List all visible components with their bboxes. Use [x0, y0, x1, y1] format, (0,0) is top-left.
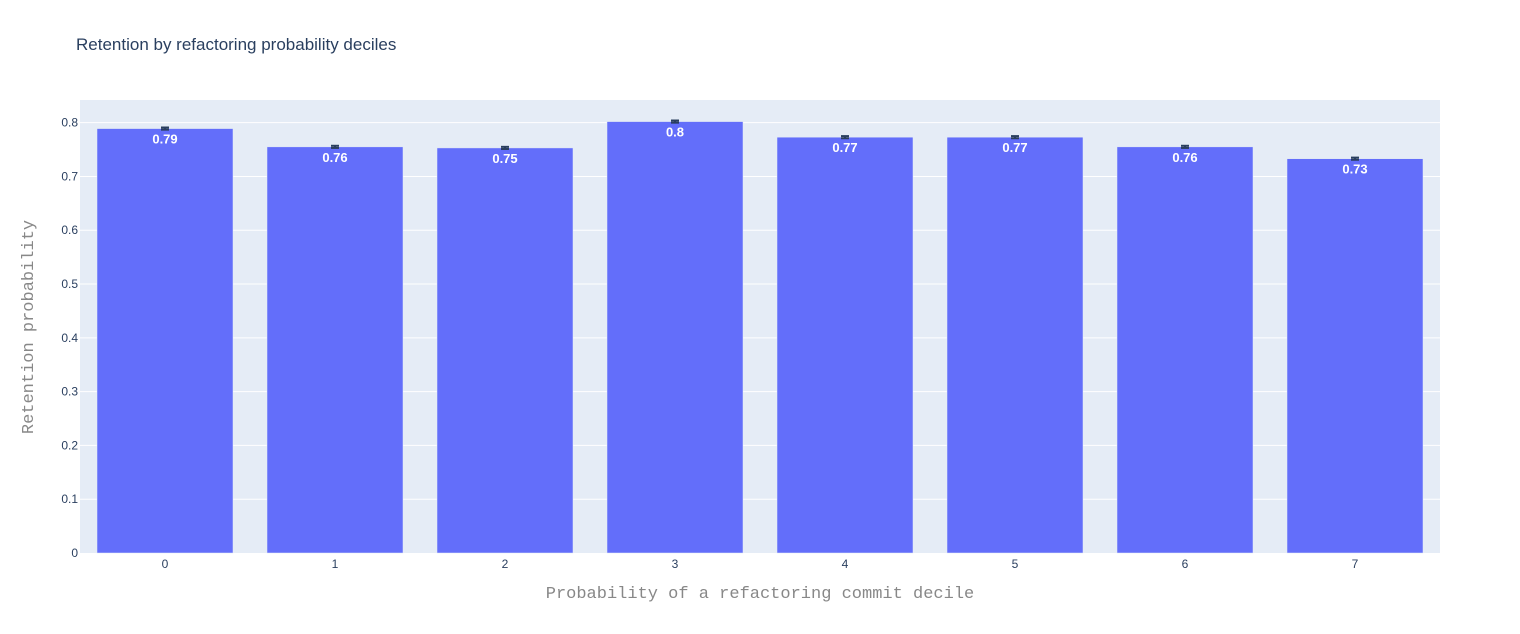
- y-tick-label: 0.5: [61, 277, 78, 291]
- bar: [266, 146, 404, 554]
- bar-value-label: 0.77: [832, 140, 857, 155]
- y-tick-label: 0.8: [61, 116, 78, 130]
- bar: [946, 136, 1084, 554]
- bar-value-label: 0.79: [152, 132, 177, 147]
- bar: [776, 136, 914, 554]
- y-axis-title: Retention probability: [20, 220, 39, 434]
- bars: [96, 121, 1424, 554]
- x-axis-title: Probability of a refactoring commit deci…: [546, 585, 974, 604]
- bar: [436, 147, 574, 554]
- x-axis-ticks: 0 1 2 3 4 5 6 7: [162, 557, 1359, 571]
- x-tick-label: 7: [1352, 557, 1359, 571]
- x-tick-label: 1: [332, 557, 339, 571]
- error-bars: [161, 119, 1359, 161]
- bar: [1116, 146, 1254, 554]
- bar-value-label: 0.75: [492, 151, 517, 166]
- y-axis-ticks: 0 0.1 0.2 0.3 0.4 0.5 0.6 0.7 0.8: [61, 116, 78, 560]
- bar-value-label: 0.8: [666, 125, 684, 140]
- y-tick-label: 0.4: [61, 331, 78, 345]
- bar: [1286, 158, 1424, 554]
- bar-value-label: 0.76: [1172, 150, 1197, 165]
- y-tick-label: 0.2: [61, 438, 78, 452]
- bar-labels: 0.79 0.76 0.75 0.8 0.77 0.77 0.76 0.73: [152, 125, 1367, 177]
- y-tick-label: 0.6: [61, 223, 78, 237]
- x-tick-label: 6: [1182, 557, 1189, 571]
- y-tick-label: 0.1: [61, 492, 78, 506]
- bar: [606, 121, 744, 554]
- chart-title: Retention by refactoring probability dec…: [76, 35, 396, 54]
- y-tick-label: 0: [71, 546, 78, 560]
- x-tick-label: 0: [162, 557, 169, 571]
- bar-value-label: 0.76: [322, 150, 347, 165]
- x-tick-label: 2: [502, 557, 509, 571]
- bar: [96, 128, 234, 554]
- x-tick-label: 5: [1012, 557, 1019, 571]
- bar-value-label: 0.77: [1002, 140, 1027, 155]
- y-tick-label: 0.3: [61, 385, 78, 399]
- y-tick-label: 0.7: [61, 169, 78, 183]
- bar-value-label: 0.73: [1342, 162, 1367, 177]
- x-tick-label: 3: [672, 557, 679, 571]
- x-tick-label: 4: [842, 557, 849, 571]
